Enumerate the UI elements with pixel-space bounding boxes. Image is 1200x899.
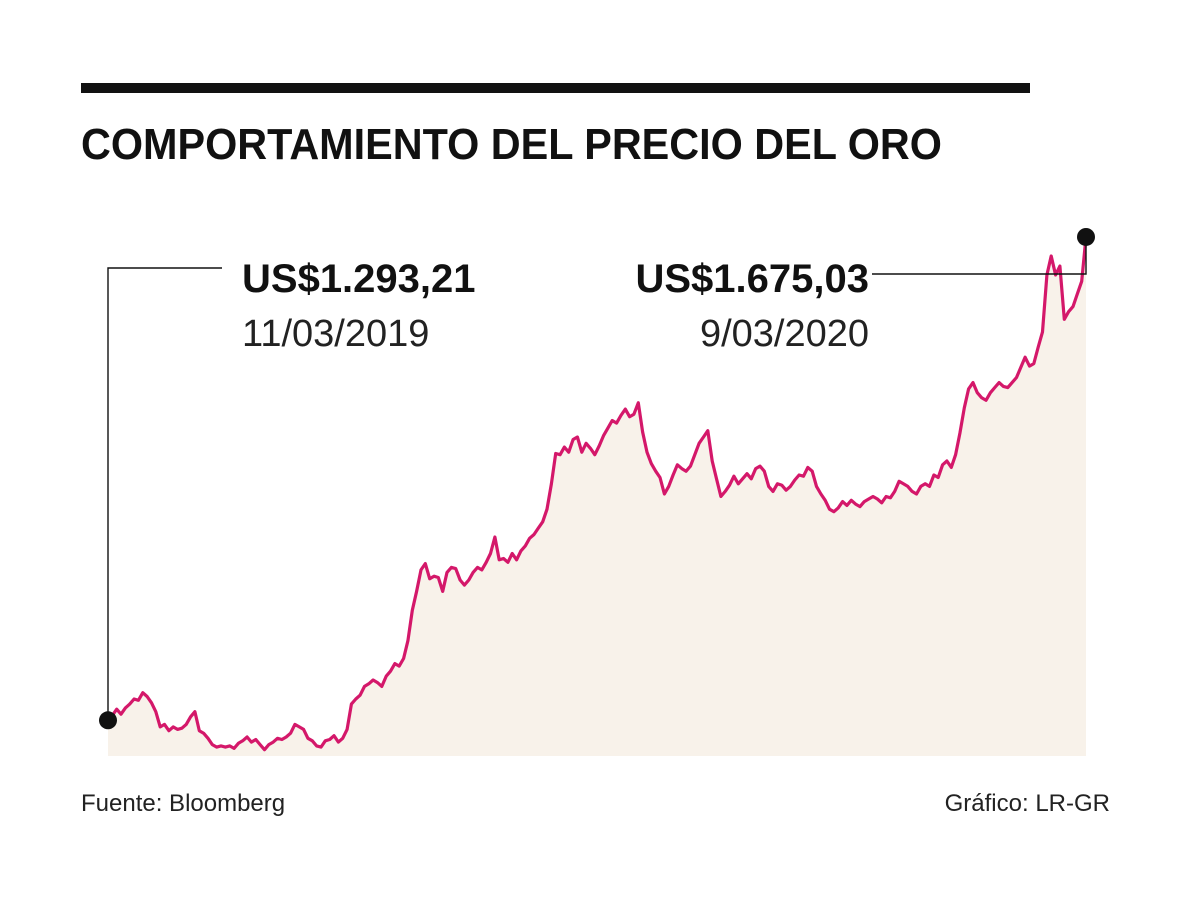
end-date-label: 9/03/2020 [700,313,869,355]
top-rule [81,83,1030,93]
credit-note: Gráfico: LR-GR [944,790,1110,817]
area-fill [108,237,1086,756]
price-line [106,235,1088,752]
start-date-label: 11/03/2019 [242,313,429,355]
source-note: Fuente: Bloomberg [81,790,286,817]
end-value-label: US$1.675,03 [635,257,869,301]
leader-line-start [107,267,222,721]
leader-line-end [872,236,1087,275]
chart-title: COMPORTAMIENTO DEL PRECIO DEL ORO [81,120,942,169]
start-point-marker [99,711,117,730]
end-point-marker [1077,227,1095,246]
start-value-label: US$1.293,21 [242,257,476,301]
